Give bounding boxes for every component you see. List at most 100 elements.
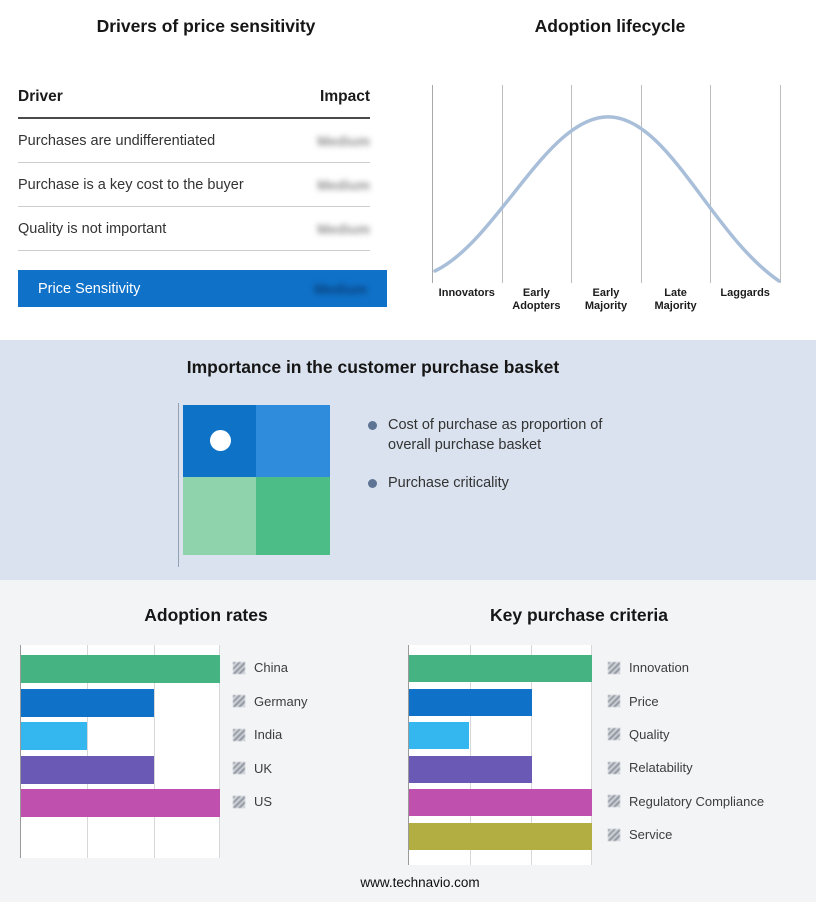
bar-relatability xyxy=(409,755,532,783)
position-dot xyxy=(210,430,231,451)
bar-row xyxy=(21,655,220,683)
bar-row xyxy=(409,822,592,850)
legend-swatch-icon xyxy=(608,761,620,774)
legend-label: Relatability xyxy=(629,760,693,776)
bar-row xyxy=(409,722,592,749)
bar-row xyxy=(409,688,592,716)
bullet-text: Purchase criticality xyxy=(388,475,509,492)
legend-label: Service xyxy=(629,827,673,843)
key-purchase-criteria-plot xyxy=(408,645,592,865)
key-purchase-criteria-title: Key purchase criteria xyxy=(489,605,668,625)
gridline xyxy=(591,645,592,865)
legend-swatch-icon xyxy=(233,762,245,775)
driver-label: Quality is not important xyxy=(18,220,167,237)
legend-swatch-icon xyxy=(608,795,620,808)
bar-price xyxy=(409,688,532,716)
drivers-panel-title: Drivers of price sensitivity xyxy=(96,16,316,36)
driver-label: Purchase is a key cost to the buyer xyxy=(18,176,244,193)
bar-row xyxy=(21,789,220,817)
adoption-lifecycle-chart xyxy=(432,85,781,283)
legend-swatch-icon xyxy=(233,728,245,741)
legend-label: US xyxy=(254,794,273,810)
lifecycle-panel-title: Adoption lifecycle xyxy=(534,16,686,36)
legend-swatch-icon xyxy=(608,661,620,674)
legend-swatch-icon xyxy=(608,695,620,708)
price-sensitivity-summary-row: Price Sensitivity Medium xyxy=(18,270,387,307)
impact-value-blurred: Medium xyxy=(317,220,370,237)
drivers-table: Driver Impact Purchases are undifferenti… xyxy=(18,88,370,251)
bell-curve xyxy=(433,115,781,283)
legend-swatch-icon xyxy=(608,728,620,741)
gridline xyxy=(469,645,471,865)
legend-swatch-icon xyxy=(233,661,245,674)
bullet-item: Cost of purchase as proportion of overal… xyxy=(368,416,640,455)
bar-row xyxy=(21,688,220,717)
legend-item-relatability: Relatability xyxy=(608,751,764,784)
impact-column-header: Impact xyxy=(320,88,370,105)
footer: www.technavio.com xyxy=(24,875,816,890)
bar-row xyxy=(21,755,220,784)
key-purchase-criteria-legend: Innovation Price Quality Relatability Re… xyxy=(608,651,764,851)
legend-swatch-icon xyxy=(233,695,245,708)
bar-service xyxy=(409,822,592,850)
legend-label: Price xyxy=(629,693,659,709)
bar-quality xyxy=(409,722,470,749)
legend-label: Regulatory Compliance xyxy=(629,793,765,809)
quadrant-top-left xyxy=(183,405,256,477)
bar-row xyxy=(409,755,592,783)
stage-column xyxy=(433,85,503,283)
legend-swatch-icon xyxy=(608,828,620,841)
stage-label-laggards: Laggards xyxy=(720,287,770,299)
legend-item-price: Price xyxy=(608,684,764,717)
stage-column xyxy=(503,85,573,283)
legend-swatch-icon xyxy=(233,795,245,808)
gridline xyxy=(219,645,220,858)
legend-label: Quality xyxy=(629,726,670,742)
legend-item-service: Service xyxy=(608,818,764,851)
basket-bullet-list: Cost of purchase as proportion of overal… xyxy=(368,416,640,513)
lifecycle-stage-labels: Innovators Early Adopters Early Majority… xyxy=(432,287,780,313)
gridline xyxy=(87,645,89,858)
bar-row xyxy=(409,655,592,682)
table-row: Purchases are undifferentiated Medium xyxy=(18,119,370,163)
bar-innovation xyxy=(409,655,592,682)
quadrant-bottom-left xyxy=(183,477,256,555)
stage-label-late-majority: Late Majority xyxy=(654,287,697,313)
adoption-rates-title: Adoption rates xyxy=(144,605,268,625)
bar-regulatory-compliance xyxy=(409,789,592,816)
bullet-text: Cost of purchase as proportion of overal… xyxy=(388,417,603,453)
stage-column xyxy=(711,85,781,283)
bullet-icon xyxy=(368,479,377,489)
legend-label: China xyxy=(254,660,288,676)
bar-row xyxy=(21,722,220,750)
adoption-rates-plot xyxy=(20,645,220,858)
purchase-basket-section: Importance in the customer purchase bask… xyxy=(0,340,816,580)
gridline xyxy=(153,645,155,858)
legend-item-regulatory-compliance: Regulatory Compliance xyxy=(608,785,764,818)
impact-value-blurred: Medium xyxy=(314,280,367,297)
bell-curve-path xyxy=(433,115,781,283)
price-sensitivity-label: Price Sensitivity xyxy=(38,280,141,297)
bar-us xyxy=(21,789,220,817)
bottom-charts-section: Adoption rates China xyxy=(0,580,816,902)
legend-item-germany: Germany xyxy=(233,685,307,719)
technavio-url-link[interactable]: www.technavio.com xyxy=(360,875,480,890)
basket-section-title: Importance in the customer purchase bask… xyxy=(186,357,560,377)
stage-label-innovators: Innovators xyxy=(438,287,495,299)
stage-label-early-adopters: Early Adopters xyxy=(512,287,561,313)
bar-germany xyxy=(21,688,155,717)
impact-value-blurred: Medium xyxy=(317,176,370,193)
legend-item-quality: Quality xyxy=(608,718,764,751)
legend-label: UK xyxy=(254,760,273,776)
bar-india xyxy=(21,722,87,750)
legend-item-uk: UK xyxy=(233,752,307,786)
table-row: Quality is not important Medium xyxy=(18,207,370,251)
stage-column xyxy=(572,85,642,283)
bar-china xyxy=(21,655,220,683)
impact-value-blurred: Medium xyxy=(317,132,370,149)
driver-label: Purchases are undifferentiated xyxy=(18,132,216,149)
driver-column-header: Driver xyxy=(18,88,63,105)
legend-item-china: China xyxy=(233,651,307,685)
bar-row xyxy=(409,789,592,816)
